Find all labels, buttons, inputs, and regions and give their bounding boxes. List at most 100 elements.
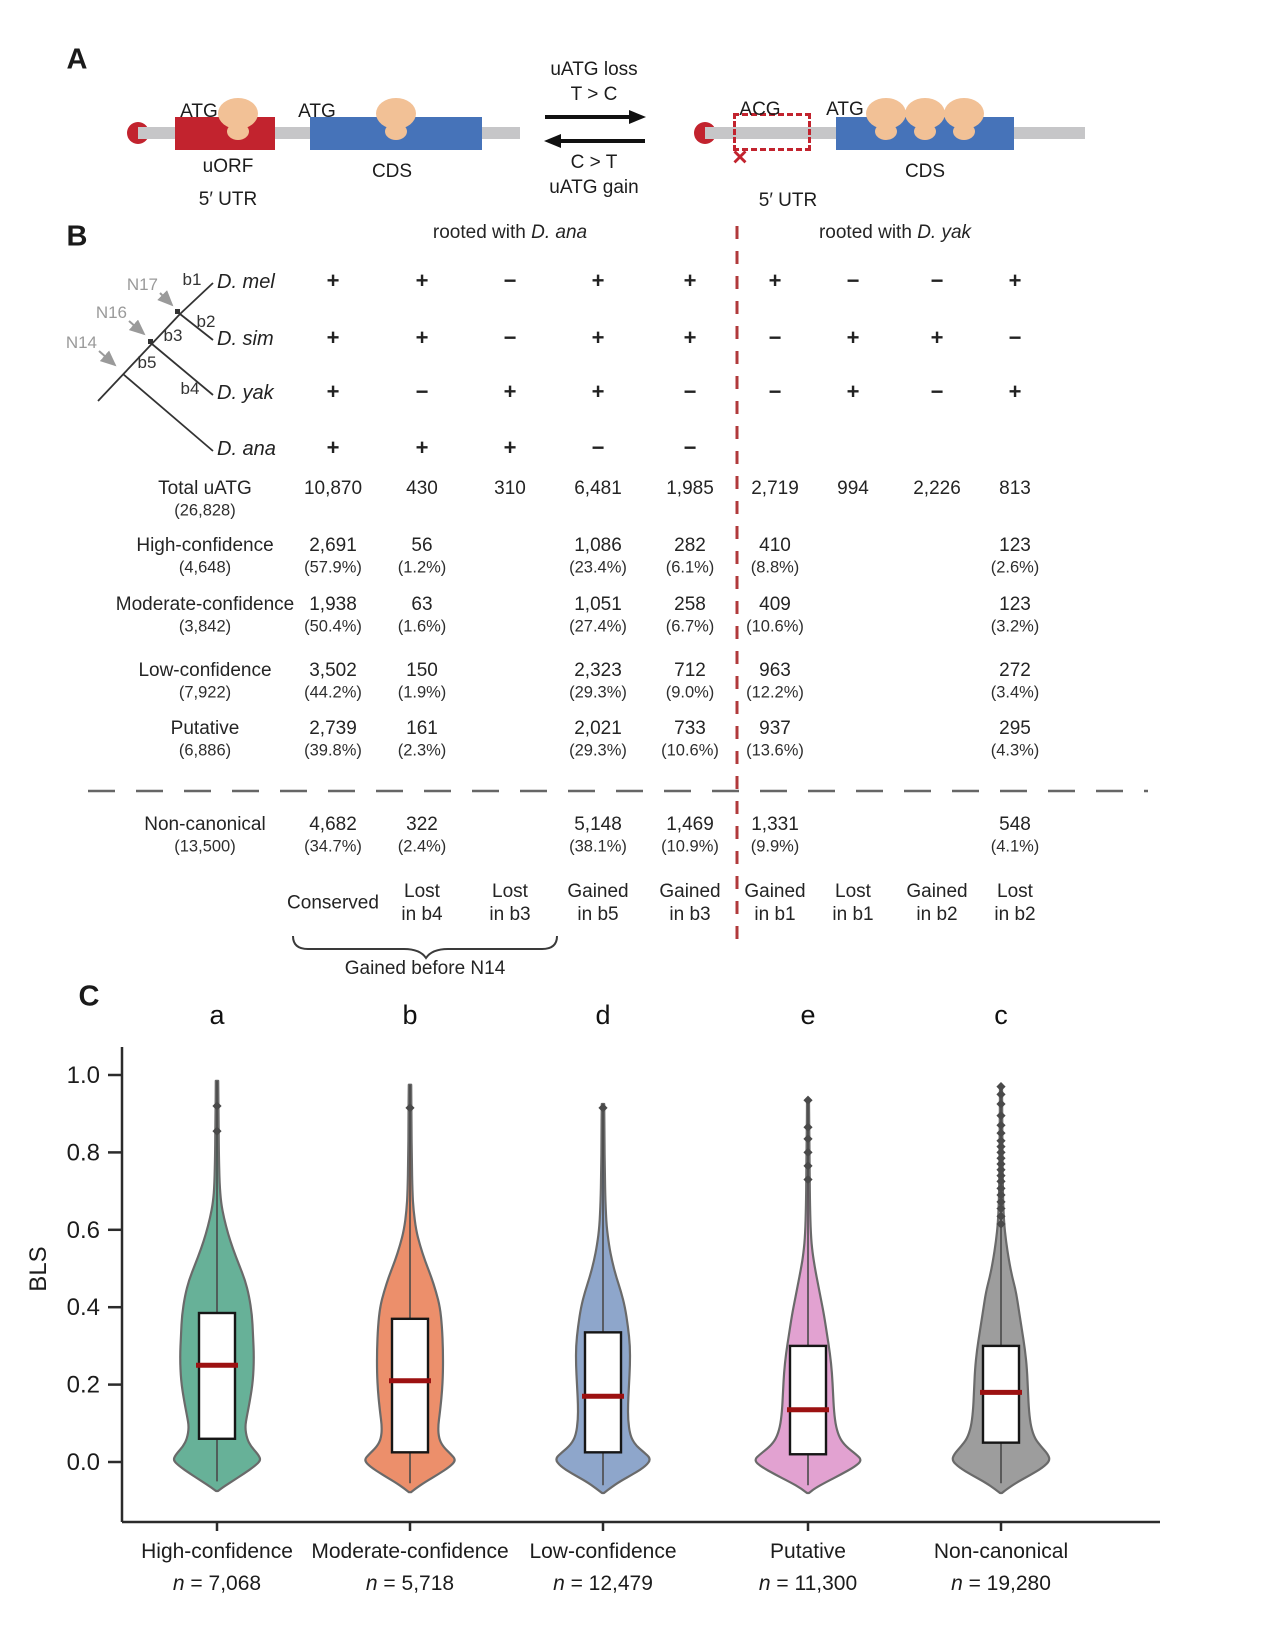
presence-sign: − [930, 268, 944, 293]
uorf-label: uORF [202, 156, 254, 177]
outlier-point [996, 1142, 1006, 1152]
outlier-point [212, 1101, 222, 1111]
header-right-prefix: rooted with [818, 222, 918, 243]
count-value: 2,226 [913, 478, 961, 499]
count-value: 712 [674, 660, 706, 681]
row-label: High-confidence [136, 535, 274, 556]
count-value: 150 [406, 660, 438, 681]
count-value: 430 [406, 478, 438, 499]
outlier-point [996, 1111, 1006, 1121]
y-tick-label: 1.0 [67, 1062, 100, 1089]
presence-sign: + [415, 325, 429, 350]
count-value: 272 [999, 660, 1031, 681]
presence-sign: + [326, 379, 340, 404]
category-label: Moderate-confidence [311, 1540, 508, 1563]
presence-sign: + [930, 325, 944, 350]
uatg-gain-label: uATG gain [549, 177, 639, 198]
count-value: 6,481 [574, 478, 622, 499]
y-tick-label: 0.0 [67, 1449, 100, 1476]
presence-sign: + [846, 379, 860, 404]
uatg-loss-label: uATG loss [550, 59, 638, 80]
presence-sign: − [683, 435, 697, 460]
count-value: 2,719 [751, 478, 799, 499]
acg-label: ACG [739, 99, 781, 120]
count-value: 123 [999, 594, 1031, 615]
boxplot-box [197, 1311, 237, 1440]
row-label: Moderate-confidence [115, 594, 295, 615]
percent-value: (29.3%) [569, 683, 627, 702]
count-value: 548 [999, 814, 1031, 835]
outlier-point [996, 1211, 1006, 1221]
column-category-label: Gained in b2 [906, 881, 968, 925]
sample-size-label: n = 11,300 [759, 1572, 857, 1595]
count-value: 1,086 [574, 535, 622, 556]
presence-sign: − [415, 379, 429, 404]
presence-sign: + [683, 325, 697, 350]
outlier-point [803, 1147, 813, 1157]
percent-value: (27.4%) [569, 617, 627, 636]
presence-sign: + [591, 268, 605, 293]
y-axis-title: BLS [25, 1246, 52, 1291]
outlier-point [996, 1089, 1006, 1099]
boxplot-box [390, 1317, 430, 1454]
count-value: 123 [999, 535, 1031, 556]
tree-species-dsim: D. sim [217, 328, 274, 350]
tree-species-dmel: D. mel [217, 271, 275, 293]
row-total: (6,886) [178, 741, 232, 760]
tree-branch-label-b5: b5 [138, 353, 157, 372]
outlier-point [996, 1153, 1006, 1163]
presence-sign: + [503, 435, 517, 460]
tree-node-label-n16: N16 [96, 303, 127, 322]
outlier-point [996, 1165, 1006, 1175]
significance-letter: d [595, 1000, 610, 1030]
presence-sign: + [591, 379, 605, 404]
percent-value: (50.4%) [304, 617, 362, 636]
percent-value: (9.9%) [750, 837, 800, 856]
percent-value: (23.4%) [569, 558, 627, 577]
category-label: Low-confidence [529, 1540, 676, 1563]
tree-branch-label-b4: b4 [181, 379, 200, 398]
header-rooted-with-dana: rooted with D. ana [433, 222, 587, 244]
header-rooted-with-dyak: rooted with D. yak [819, 222, 971, 244]
y-tick-label: 0.6 [67, 1217, 100, 1244]
count-value: 813 [999, 478, 1031, 499]
count-value: 322 [406, 814, 438, 835]
ribosome-icon [216, 98, 260, 148]
percent-value: (39.8%) [304, 741, 362, 760]
category-label: High-confidence [141, 1540, 293, 1563]
count-value: 2,021 [574, 718, 622, 739]
count-value: 3,502 [309, 660, 357, 681]
count-value: 1,938 [309, 594, 357, 615]
lost-start-codon-cross-icon: × [732, 141, 748, 172]
column-category-label: Lost in b1 [832, 881, 874, 925]
row-total: (4,648) [178, 558, 232, 577]
sample-size-label: n = 5,718 [366, 1572, 454, 1595]
lost-uorf-dashed-box [733, 113, 811, 151]
outlier-point [996, 1147, 1006, 1157]
tree-branch-label-b1: b1 [183, 270, 202, 289]
count-value: 295 [999, 718, 1031, 739]
outlier-point [212, 1126, 222, 1136]
ribosome-icon [903, 98, 947, 148]
y-tick-label: 0.2 [67, 1372, 100, 1399]
presence-sign: − [768, 325, 782, 350]
percent-value: (2.6%) [990, 558, 1040, 577]
percent-value: (9.0%) [665, 683, 715, 702]
outlier-point [996, 1128, 1006, 1138]
utr-label-right: 5′ UTR [758, 190, 818, 211]
count-value: 1,051 [574, 594, 622, 615]
tree-node-n17-marker [175, 309, 180, 314]
outlier-point [405, 1103, 415, 1113]
count-value: 161 [406, 718, 438, 739]
sample-size-label: n = 19,280 [951, 1572, 1051, 1595]
count-value: 63 [411, 594, 433, 615]
header-left-species: D. ana [531, 222, 588, 243]
tree-node-label-n17: N17 [127, 275, 158, 294]
column-category-label: Gained in b1 [744, 881, 806, 925]
outlier-point [996, 1171, 1006, 1181]
count-value: 2,323 [574, 660, 622, 681]
tree-branch-label-b3: b3 [164, 326, 183, 345]
outlier-point [996, 1136, 1006, 1146]
